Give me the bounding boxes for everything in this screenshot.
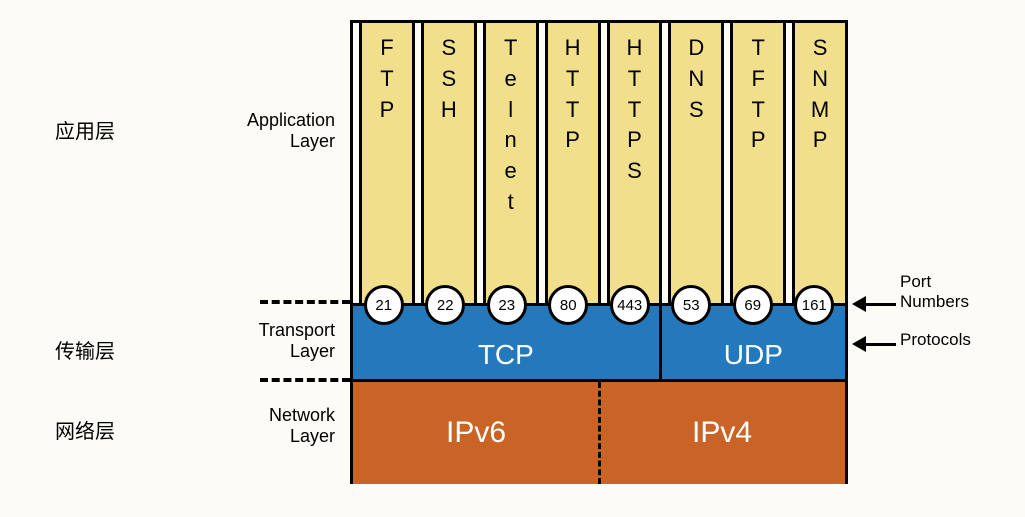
app-protocol-label: DNS	[688, 33, 704, 125]
network-stack-diagram: FTP SSH Telnet HTTP HTTPS DNS TFTP SNMP TCP UDP…	[350, 20, 848, 484]
eng-app-label-1: Application	[247, 110, 335, 130]
eng-network-label-1: Network	[269, 405, 335, 425]
udp-label: UDP	[724, 339, 783, 371]
arrow-head-icon	[852, 296, 866, 312]
eng-app-label-2: Layer	[290, 131, 335, 151]
arrow-line	[866, 303, 896, 306]
ipv-divider	[598, 382, 601, 484]
eng-network-label: Network Layer	[235, 405, 335, 447]
eng-transport-label: Transport Layer	[235, 320, 335, 362]
port-circle-21: 21	[364, 285, 404, 325]
app-protocol-label: SSH	[441, 33, 457, 125]
chinese-transport-label: 传输层	[55, 335, 115, 364]
port-circle-23: 23	[487, 285, 527, 325]
chinese-network-label: 网络层	[55, 415, 115, 444]
port-circle-161: 161	[794, 285, 834, 325]
app-protocol-label: HTTP	[565, 33, 581, 156]
port-numbers-label: PortNumbers	[900, 272, 969, 313]
eng-transport-label-2: Layer	[290, 341, 335, 361]
ipv4-box: IPv4	[599, 382, 845, 484]
arrow-line	[866, 343, 896, 346]
app-protocol-label: HTTPS	[626, 33, 642, 187]
application-row: FTP SSH Telnet HTTP HTTPS DNS TFTP SNMP	[353, 23, 845, 303]
protocols-label: Protocols	[900, 330, 971, 350]
arrow-head-icon	[852, 336, 866, 352]
eng-app-label: Application Layer	[235, 110, 335, 152]
port-circle-53: 53	[671, 285, 711, 325]
chinese-app-label: 应用层	[55, 115, 115, 144]
app-protocol-label: SNMP	[811, 33, 829, 156]
dashed-line-app-transport	[260, 300, 350, 304]
app-col-https: HTTPS	[607, 23, 663, 303]
protocols-arrow	[852, 336, 896, 352]
ipv6-box: IPv6	[353, 382, 599, 484]
port-arrow	[852, 296, 896, 312]
eng-transport-label-1: Transport	[259, 320, 335, 340]
dashed-line-transport-network	[260, 378, 350, 382]
tcp-label: TCP	[478, 339, 534, 371]
app-col-http: HTTP	[545, 23, 601, 303]
app-col-ssh: SSH	[421, 23, 477, 303]
app-col-telnet: Telnet	[483, 23, 539, 303]
network-row: IPv6 IPv4	[353, 379, 845, 484]
ipv4-label: IPv4	[692, 416, 752, 450]
app-col-ftp: FTP	[359, 23, 415, 303]
port-circle-443: 443	[610, 285, 650, 325]
app-col-dns: DNS	[668, 23, 724, 303]
app-protocol-label: FTP	[380, 33, 395, 125]
port-circle-80: 80	[548, 285, 588, 325]
app-protocol-label: TFTP	[751, 33, 766, 156]
eng-network-label-2: Layer	[290, 426, 335, 446]
port-circle-22: 22	[425, 285, 465, 325]
app-protocol-label: Telnet	[504, 33, 517, 218]
app-col-snmp: SNMP	[792, 23, 845, 303]
port-circle-69: 69	[733, 285, 773, 325]
app-col-tftp: TFTP	[730, 23, 786, 303]
ipv6-label: IPv6	[446, 416, 506, 450]
